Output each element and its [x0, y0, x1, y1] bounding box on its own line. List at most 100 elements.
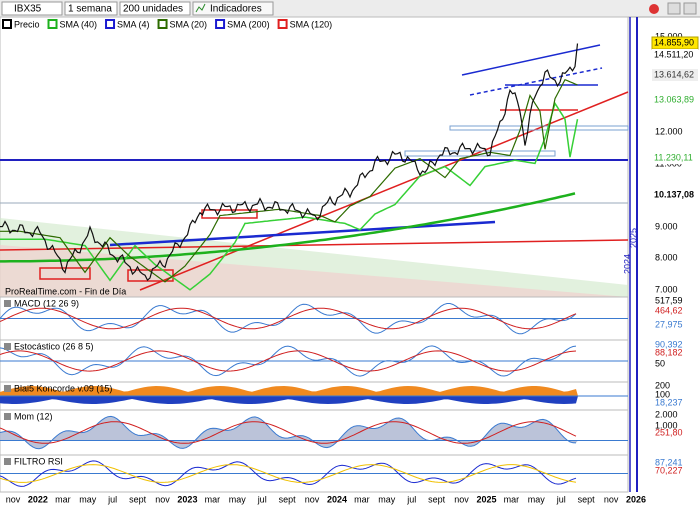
panel-title: Estocástico (26 8 5) [14, 341, 94, 351]
price-label: 14.855,90 [654, 37, 694, 47]
koncorde-area [0, 386, 578, 396]
panel-icon [4, 413, 11, 420]
x-tick-label: nov [604, 494, 619, 504]
trend-line [109, 220, 496, 247]
panel-title: Mom (12) [14, 411, 53, 421]
panel-label: 18,237 [655, 397, 683, 407]
x-tick-label: mar [55, 494, 71, 504]
x-tick-label: may [528, 494, 546, 504]
price-label: 13.614,62 [654, 69, 694, 79]
panel-label: 1.000 [655, 420, 678, 430]
indicator-line [0, 464, 577, 483]
x-tick-label: 2026 [626, 494, 646, 504]
panel-label: 88,182 [655, 347, 683, 357]
indicators: Indicadores [210, 4, 262, 15]
x-tick-label: 2025 [476, 494, 496, 504]
legend-swatch [215, 19, 226, 29]
legend-label: SMA (200) [227, 19, 270, 29]
x-tick-label: jul [556, 494, 566, 504]
koncorde-area [0, 396, 578, 404]
panel-label: 87,241 [655, 457, 683, 467]
x-tick-label: jul [406, 494, 416, 504]
x-tick-label: sept [129, 494, 147, 504]
x-tick-label: 2023 [177, 494, 197, 504]
x-tick-label: may [229, 494, 247, 504]
panel-title: MACD (12 26 9) [14, 298, 79, 308]
y-tick-label: 9.000 [655, 221, 678, 231]
x-tick-label: mar [354, 494, 370, 504]
indicator-line [0, 421, 577, 444]
panel-label: 90,392 [655, 339, 683, 349]
symbol: IBX35 [14, 4, 42, 15]
price-label-bg [652, 49, 698, 61]
x-tick-label: nov [454, 494, 469, 504]
legend-swatch [157, 19, 168, 29]
x-tick-label: may [79, 494, 97, 504]
indicator-line [0, 460, 577, 487]
indicators-button[interactable] [192, 1, 274, 16]
legend-swatch [2, 19, 12, 29]
panel-icon [4, 343, 11, 350]
indicator-line [0, 350, 577, 372]
y-tick-label: 7.000 [655, 284, 678, 294]
price-line [0, 43, 579, 282]
panel-label: 100 [655, 389, 670, 399]
x-tick-label: nov [155, 494, 170, 504]
price-label: 14.511,20 [654, 49, 693, 59]
panel-icon [4, 385, 11, 392]
panel-icon [4, 458, 11, 465]
x-tick-label: sept [428, 494, 446, 504]
trend-line [0, 239, 629, 251]
indicator-line [0, 307, 577, 330]
legend-label: Precio [14, 19, 40, 29]
highlight-box [449, 125, 629, 131]
indicator-line [0, 303, 577, 335]
window-icon[interactable] [683, 2, 697, 15]
vertical-label: 2025 [628, 228, 638, 248]
period-select[interactable] [64, 1, 118, 16]
price-label: 13.063,89 [654, 94, 694, 104]
panel-label: 50 [655, 358, 665, 368]
x-tick-label: 2024 [327, 494, 347, 504]
legend-label: SMA (120) [290, 19, 333, 29]
window-icon[interactable] [667, 2, 681, 15]
legend-swatch [47, 19, 58, 29]
price-label: 11.230,11 [654, 152, 693, 162]
panel-label: 70,227 [655, 465, 683, 475]
watermark: ProRealTime.com - Fin de Día [5, 286, 126, 296]
x-tick-label: nov [6, 494, 21, 504]
panel-title: FILTRO RSI [14, 456, 63, 466]
panel-label: 464,62 [655, 305, 683, 315]
panel-label: 517,59 [655, 295, 683, 305]
legend-swatch [277, 19, 288, 29]
x-tick-label: may [378, 494, 396, 504]
indicators-icon [195, 3, 206, 13]
vertical-label: 2024 [622, 254, 632, 274]
trend-line [139, 91, 629, 291]
x-tick-label: sept [578, 494, 596, 504]
price-label-bg [652, 94, 698, 106]
panel-icon [4, 300, 11, 307]
panel-label: 27,975 [655, 319, 683, 329]
x-tick-label: mar [504, 494, 520, 504]
x-tick-label: jul [257, 494, 267, 504]
x-tick-label: jul [107, 494, 117, 504]
legend-label: SMA (40) [60, 19, 98, 29]
price-label-bg [652, 189, 698, 201]
panel-label: 200 [655, 380, 670, 390]
refresh-icon[interactable] [649, 4, 659, 14]
trend-line [461, 44, 601, 76]
trend-line [469, 67, 603, 96]
price-label-bg [652, 152, 698, 164]
highlight-box [404, 150, 556, 157]
channel [0, 245, 628, 297]
legend-label: SMA (20) [170, 19, 208, 29]
x-tick-label: mar [205, 494, 221, 504]
units-select[interactable] [119, 1, 191, 16]
symbol-select[interactable] [1, 1, 63, 16]
legend-label: SMA (4) [117, 19, 150, 29]
y-tick-label: 15.000 [655, 31, 683, 41]
panel-label: 2.000 [655, 409, 678, 419]
mom-area [0, 416, 578, 449]
